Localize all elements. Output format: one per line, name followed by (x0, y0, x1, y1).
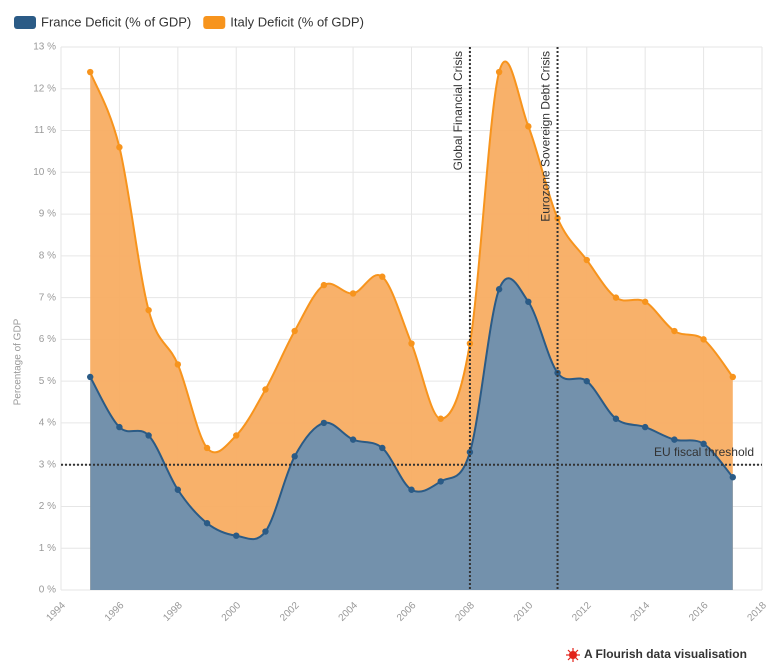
y-tick-label: 6 % (39, 334, 56, 345)
line (89, 277, 734, 541)
annotation-label: Global Financial Crisis (451, 51, 465, 170)
point (87, 373, 94, 381)
point (116, 423, 123, 431)
y-axis-label: Percentage of GDP (13, 318, 24, 405)
y-tick-label: 7 % (39, 292, 56, 303)
point (349, 290, 357, 297)
point (320, 281, 328, 289)
legend-label: France Deficit (% of GDP) (41, 14, 191, 29)
x-tick-label: 1996 (103, 600, 127, 624)
point (437, 415, 444, 422)
y-tick-label: 10 % (33, 167, 56, 178)
point (145, 306, 152, 314)
point (174, 361, 182, 368)
point (671, 327, 678, 335)
y-tick-label: 1 % (39, 543, 56, 554)
point (437, 478, 444, 485)
x-tick-label: 2006 (395, 600, 419, 624)
legend-swatch (203, 16, 226, 29)
point (408, 340, 415, 347)
x-tick-label: 2008 (453, 600, 477, 624)
point (583, 256, 590, 264)
y-tick-label: 0 % (39, 585, 56, 596)
point (262, 528, 269, 535)
y-tick-label: 4 % (39, 418, 56, 429)
annotation-label: Eurozone Sovereign Debt Crisis (539, 51, 553, 222)
point (612, 415, 620, 422)
point (700, 440, 707, 448)
area-fill (90, 278, 733, 590)
point (408, 486, 415, 493)
point (554, 215, 561, 222)
y-tick-label: 9 % (39, 209, 56, 220)
x-tick-label: 2010 (512, 600, 536, 624)
point (379, 444, 386, 452)
point (641, 423, 649, 431)
point (525, 123, 532, 130)
footer-logo (566, 648, 580, 662)
point (203, 444, 211, 452)
point (729, 373, 736, 381)
point (116, 144, 123, 151)
y-tick-label: 13 % (33, 42, 56, 53)
x-tick-label: 2016 (687, 600, 711, 624)
plot: 0 % 1 % 2 % 3 % 4 % 5 % 6 % 7 % 8 % 9 % 10 % 11 % 12… (14, 14, 767, 624)
point (291, 327, 298, 335)
point (145, 432, 152, 439)
x-tick-label: 2018 (745, 600, 767, 624)
y-tick-label: 2 % (39, 501, 56, 512)
point (641, 298, 649, 305)
point (495, 68, 503, 76)
x-tick-label: 2014 (629, 600, 653, 624)
x-tick-label: 1994 (44, 600, 68, 624)
point (525, 298, 532, 305)
point (583, 377, 590, 385)
threshold-label: EU fiscal threshold (654, 445, 754, 459)
point (174, 486, 182, 493)
y-tick-label: 8 % (39, 250, 56, 261)
point (671, 436, 678, 443)
y-tick-label: 11 % (34, 125, 56, 136)
x-tick-label: 1998 (161, 600, 185, 624)
point (700, 336, 707, 343)
x-tick-label: 2004 (337, 600, 361, 624)
point (233, 432, 240, 439)
point (320, 419, 328, 427)
footer: A Flourish data visualisation (584, 647, 747, 661)
point (87, 68, 94, 76)
x-tick-label: 2000 (220, 600, 244, 624)
point (233, 532, 240, 539)
x-tick-label: 2002 (278, 600, 302, 624)
legend-label: Italy Deficit (% of GDP) (230, 14, 364, 29)
point (262, 386, 269, 393)
point (349, 436, 357, 443)
point (291, 453, 298, 460)
y-tick-label: 12 % (33, 83, 56, 94)
point (379, 273, 386, 280)
legend-swatch (14, 16, 36, 29)
y-tick-label: 5 % (39, 376, 56, 387)
point (612, 294, 620, 301)
line (89, 60, 734, 454)
point (729, 474, 736, 481)
x-tick-label: 2012 (570, 600, 594, 624)
point (203, 519, 211, 527)
y-tick-label: 3 % (39, 459, 56, 470)
point (495, 286, 503, 293)
